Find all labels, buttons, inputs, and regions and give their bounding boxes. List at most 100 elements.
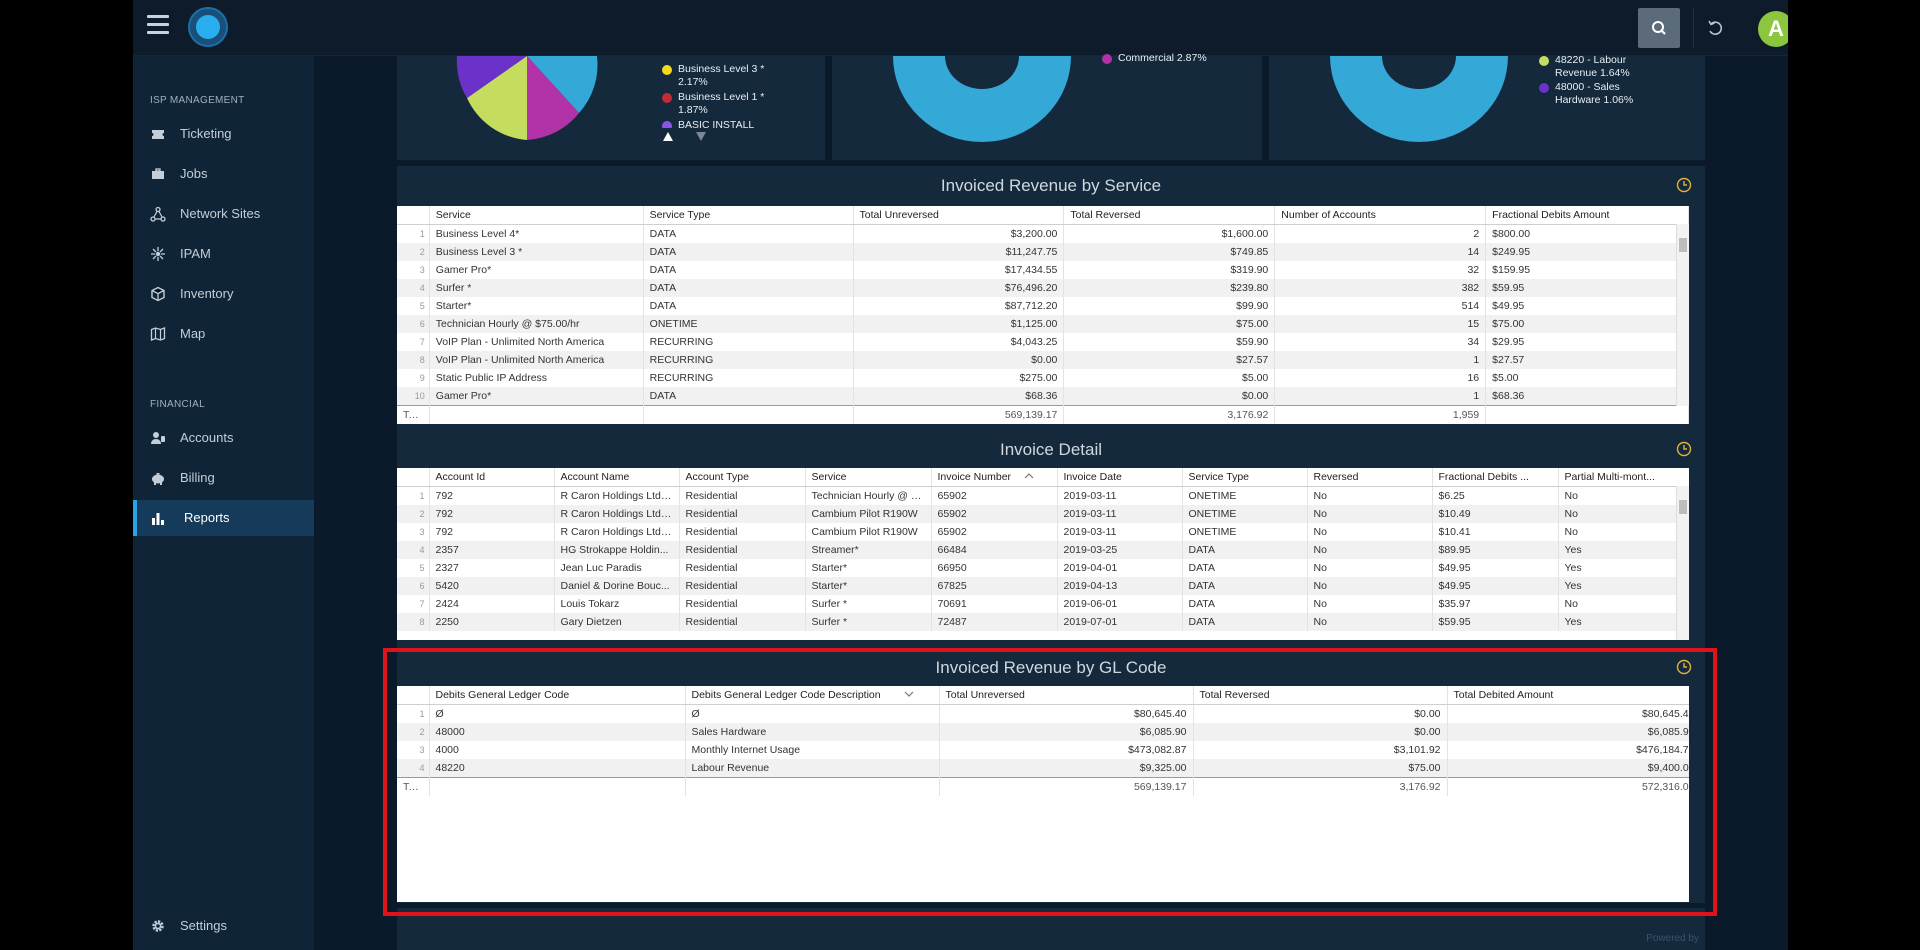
table-row[interactable]: 5 Starter* DATA $87,712.20 $99.90 514 $49.95 [397, 297, 1689, 315]
table-cell: 67825 [931, 577, 1058, 595]
sidebar-item-ticketing[interactable]: Ticketing [133, 116, 314, 152]
sidebar-item-accounts[interactable]: Accounts [133, 420, 314, 456]
column-header-account-id[interactable]: Account Id [429, 468, 555, 487]
total-row: To... 569,139.17 3,176.92 1,959 [397, 405, 1689, 424]
table-row[interactable]: 9 Static Public IP Address RECURRING $275.0… [397, 369, 1689, 387]
row-number: 4 [397, 759, 430, 778]
column-header-account-type[interactable]: Account Type [679, 468, 806, 487]
column-header-account-name[interactable]: Account Name [554, 468, 680, 487]
table-cell: No [1558, 505, 1689, 523]
table-cell: 72487 [931, 613, 1058, 631]
table-row[interactable]: 1ØØ$80,645.40$0.00$80,645.40 [397, 704, 1689, 723]
column-header-total-reversed[interactable]: Total Reversed [1193, 686, 1448, 705]
table-row[interactable]: 2 Business Level 3 * DATA $11,247.75 $749.85… [397, 243, 1689, 261]
table-cell: $0.00 [1063, 387, 1276, 406]
refresh-button[interactable] [1693, 8, 1736, 48]
column-header-invoice-number[interactable]: Invoice Number [931, 468, 1058, 487]
table-cell: Surfer * [429, 279, 644, 297]
table-cell: $6.25 [1432, 486, 1559, 505]
menu-icon[interactable] [147, 15, 169, 35]
legend-next-icon[interactable] [696, 132, 706, 141]
table-row[interactable]: 4 2357 HG Strokappe Holdin... Residential St… [397, 541, 1689, 559]
column-header-partial-multi-month[interactable]: Partial Multi-mont... [1558, 468, 1689, 487]
table-cell: No [1307, 523, 1433, 541]
sidebar-item-jobs[interactable]: Jobs [133, 156, 314, 192]
donut-chart-gl [1330, 56, 1508, 142]
search-button[interactable] [1638, 8, 1680, 48]
column-header-number-of-accounts[interactable]: Number of Accounts [1274, 206, 1487, 225]
column-header-reversed[interactable]: Reversed [1307, 468, 1433, 487]
legend-pager[interactable] [661, 130, 707, 142]
total-label: To... [397, 777, 430, 796]
table-row[interactable]: 8 2250 Gary Dietzen Residential Surfer * 7248… [397, 613, 1689, 631]
app-logo[interactable] [188, 7, 228, 47]
table-row[interactable]: 10 Gamer Pro* DATA $68.36 $0.00 1 $68.36 [397, 387, 1689, 406]
table-row[interactable]: 4 48220 Labour Revenue $9,325.00 $75.00 $9,40… [397, 759, 1689, 778]
column-header-total-debited-amount[interactable]: Total Debited Amount [1447, 686, 1689, 705]
column-header-gl-code[interactable]: Debits General Ledger Code [429, 686, 686, 705]
table-cell: $249.95 [1485, 243, 1689, 261]
table-row[interactable]: 7 VoIP Plan - Unlimited North America RECU… [397, 333, 1689, 351]
table-row[interactable]: 3 Gamer Pro* DATA $17,434.55 $319.90 32 $159.9… [397, 261, 1689, 279]
clock-icon[interactable] [1676, 441, 1692, 457]
table-row[interactable]: 5 2327 Jean Luc Paradis Residential Starter*… [397, 559, 1689, 577]
sidebar-item-settings[interactable]: Settings [133, 908, 314, 944]
table-row[interactable]: 2 792 R Caron Holdings Ltd.... Residential C… [397, 505, 1689, 523]
column-header-service-type[interactable]: Service Type [1182, 468, 1308, 487]
table-cell: $99.90 [1063, 297, 1276, 315]
table-cell: $75.00 [1485, 315, 1689, 333]
column-header-service[interactable]: Service [429, 206, 644, 225]
table-cell: No [1307, 559, 1433, 577]
table-cell: R Caron Holdings Ltd.... [554, 505, 680, 523]
sort-desc-icon[interactable] [903, 690, 915, 698]
ipam-icon [151, 247, 165, 261]
table-row[interactable]: 3 4000 Monthly Internet Usage $473,082.87 $3… [397, 741, 1689, 759]
column-header-total-unreversed[interactable]: Total Unreversed [939, 686, 1194, 705]
sort-asc-icon[interactable] [1023, 472, 1035, 480]
table-cell: Yes [1558, 613, 1689, 631]
user-avatar[interactable]: A [1758, 11, 1788, 47]
column-header-invoice-date[interactable]: Invoice Date [1057, 468, 1183, 487]
table-cell: DATA [643, 224, 854, 243]
table-cell: 2019-06-01 [1057, 595, 1183, 613]
table-row[interactable]: 7 2424 Louis Tokarz Residential Surfer * 7069… [397, 595, 1689, 613]
sidebar-item-map[interactable]: Map [133, 316, 314, 352]
table-row[interactable]: 3 792 R Caron Holdings Ltd.... Residential C… [397, 523, 1689, 541]
column-header-total-reversed[interactable]: Total Reversed [1063, 206, 1276, 225]
vertical-scrollbar[interactable] [1676, 486, 1689, 640]
table-row[interactable]: 2 48000 Sales Hardware $6,085.90 $0.00 $6,085… [397, 723, 1689, 741]
table-cell: Monthly Internet Usage [685, 741, 940, 759]
table-cell: 2019-07-01 [1057, 613, 1183, 631]
sidebar-item-network-sites[interactable]: Network Sites [133, 196, 314, 232]
table-row[interactable]: 8 VoIP Plan - Unlimited North America RECU… [397, 351, 1689, 369]
sidebar-item-inventory[interactable]: Inventory [133, 276, 314, 312]
table-row[interactable]: 1 Business Level 4* DATA $3,200.00 $1,600.00… [397, 224, 1689, 243]
sidebar-item-ipam[interactable]: IPAM [133, 236, 314, 272]
sidebar-item-billing[interactable]: Billing [133, 460, 314, 496]
row-number: 10 [397, 387, 430, 406]
table-row[interactable]: 4 Surfer * DATA $76,496.20 $239.80 382 $59.95 [397, 279, 1689, 297]
table-row[interactable]: 6 Technician Hourly @ $75.00/hr ONETIME $1,… [397, 315, 1689, 333]
sidebar-item-reports[interactable]: Reports [133, 500, 318, 536]
table-cell: 15 [1274, 315, 1487, 333]
column-header-fractional-debits-amount[interactable]: Fractional Debits Amount [1485, 206, 1689, 225]
table-row[interactable]: 6 5420 Daniel & Dorine Bouc... Residential S… [397, 577, 1689, 595]
sidebar-item-label: Settings [180, 918, 227, 933]
table-cell: HG Strokappe Holdin... [554, 541, 680, 559]
clock-icon[interactable] [1676, 177, 1692, 193]
column-header-gl-code-description[interactable]: Debits General Ledger Code Description [685, 686, 940, 705]
column-header-total-unreversed[interactable]: Total Unreversed [853, 206, 1065, 225]
table-cell: Technician Hourly @ $... [805, 486, 932, 505]
table-row[interactable]: 1 792 R Caron Holdings Ltd.... Residential T… [397, 486, 1689, 505]
table-cell: $800.00 [1485, 224, 1689, 243]
table-cell: DATA [1182, 577, 1308, 595]
column-header-fractional-debits[interactable]: Fractional Debits ... [1432, 468, 1559, 487]
vertical-scrollbar[interactable] [1676, 224, 1689, 406]
column-header-service-type[interactable]: Service Type [643, 206, 854, 225]
legend-prev-icon[interactable] [663, 132, 673, 141]
column-header-service[interactable]: Service [805, 468, 932, 487]
table-cell: $159.95 [1485, 261, 1689, 279]
clock-icon[interactable] [1676, 659, 1692, 675]
row-number: 2 [397, 505, 430, 523]
sidebar-item-label: Inventory [180, 286, 234, 301]
